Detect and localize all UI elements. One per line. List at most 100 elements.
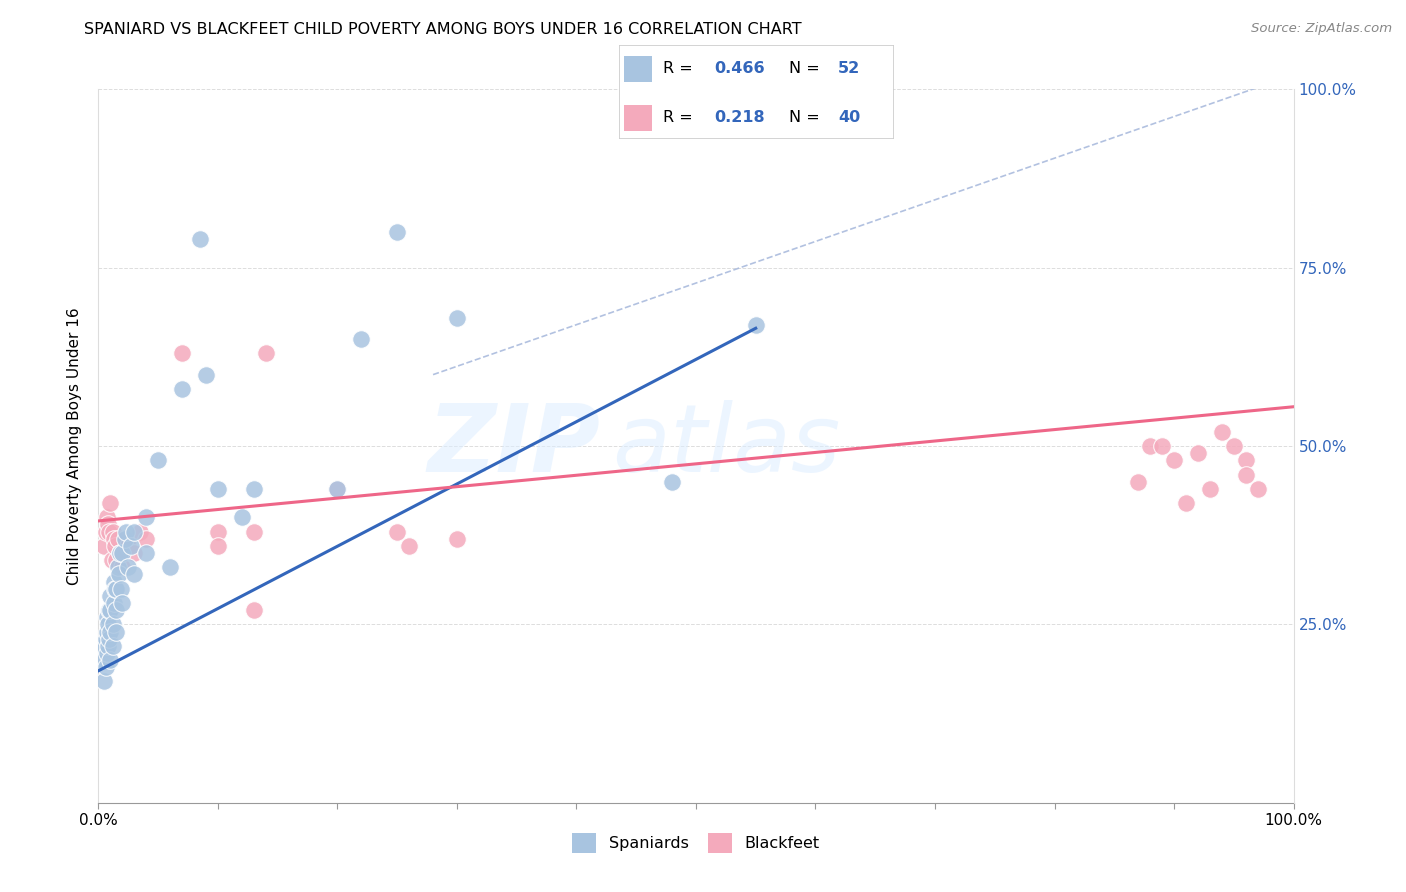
Point [111,596,134,610]
Point [108,546,131,560]
Point [1223,439,1246,453]
Point [135,510,157,524]
Point [254,346,277,360]
Point [1247,482,1270,496]
Point [385,524,409,539]
Point [1234,467,1257,482]
Point [326,482,349,496]
Y-axis label: Child Poverty Among Boys Under 16: Child Poverty Among Boys Under 16 [67,307,83,585]
Point [93,639,115,653]
Point [115,524,138,539]
Point [96,624,118,639]
Point [446,310,468,325]
Point [98,624,122,639]
Point [97,617,120,632]
Point [135,532,157,546]
Point [108,546,131,560]
Point [207,482,229,496]
Point [98,632,121,646]
Point [94,524,117,539]
Point [661,475,683,489]
Point [120,539,142,553]
Point [1199,482,1222,496]
Legend: Spaniards, Blackfeet: Spaniards, Blackfeet [565,827,827,859]
Point [93,653,115,667]
Point [96,610,118,624]
Text: 52: 52 [838,62,860,77]
Point [96,646,118,660]
Text: N =: N = [789,62,824,77]
Text: SPANIARD VS BLACKFEET CHILD POVERTY AMONG BOYS UNDER 16 CORRELATION CHART: SPANIARD VS BLACKFEET CHILD POVERTY AMON… [84,22,801,37]
Text: 0.466: 0.466 [714,62,765,77]
Point [159,560,181,574]
Point [1187,446,1209,460]
Point [104,539,127,553]
Point [107,560,129,574]
Point [1128,475,1150,489]
Point [101,617,124,632]
Point [326,482,349,496]
Point [105,603,128,617]
Point [98,653,122,667]
Point [98,496,122,510]
Point [745,318,768,332]
Point [107,567,129,582]
Point [117,539,139,553]
Point [1234,453,1257,467]
Point [105,624,128,639]
Point [111,546,134,560]
Point [1211,425,1233,439]
Point [148,453,170,467]
Point [97,517,120,532]
Point [104,582,127,596]
Text: ZIP: ZIP [427,400,600,492]
Point [124,524,146,539]
Text: 40: 40 [838,110,860,125]
Point [98,603,121,617]
Point [446,532,468,546]
Point [93,674,115,689]
Point [97,639,120,653]
Point [124,567,146,582]
Point [207,524,229,539]
Point [1139,439,1161,453]
Point [98,589,122,603]
Point [1163,453,1185,467]
Text: atlas: atlas [613,401,841,491]
Point [96,510,118,524]
Point [103,532,125,546]
Point [243,482,266,496]
Point [101,639,124,653]
Text: R =: R = [662,110,697,125]
Point [188,232,211,246]
Point [231,510,253,524]
Point [110,582,132,596]
Point [1152,439,1174,453]
Text: R =: R = [662,62,697,77]
Point [1175,496,1198,510]
Point [243,524,266,539]
Point [103,596,125,610]
Bar [624,56,651,82]
Point [124,546,146,560]
Point [98,603,122,617]
Point [105,582,128,596]
Point [172,382,194,396]
Point [94,660,117,674]
Point [207,539,229,553]
Point [350,332,373,346]
Point [101,524,124,539]
Text: 0.218: 0.218 [714,110,765,125]
Point [135,546,157,560]
Bar [624,104,651,131]
Text: Source: ZipAtlas.com: Source: ZipAtlas.com [1251,22,1392,36]
Point [172,346,194,360]
Point [117,560,139,574]
Point [94,632,117,646]
Point [195,368,218,382]
Point [105,553,128,567]
Point [93,539,115,553]
Point [103,574,125,589]
Point [107,532,129,546]
Point [100,553,122,567]
